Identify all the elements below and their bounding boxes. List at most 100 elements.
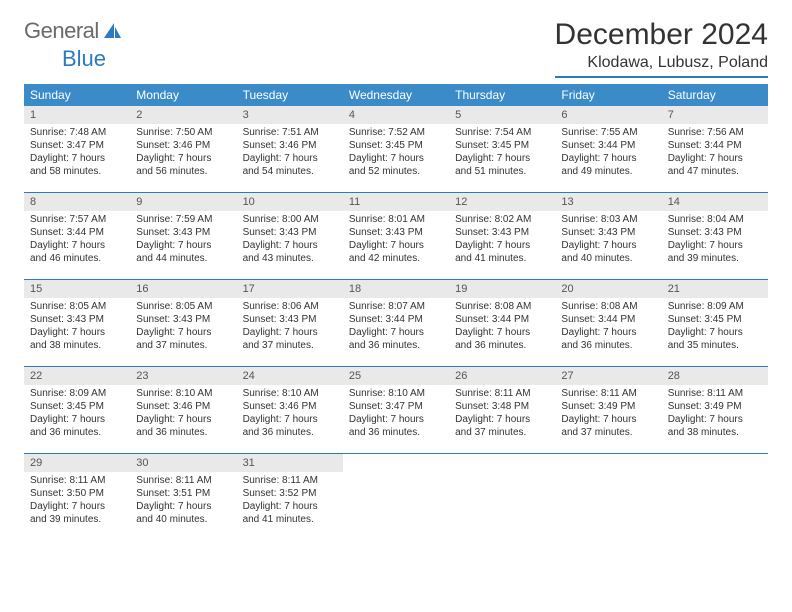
calendar-cell: 6Sunrise: 7:55 AMSunset: 3:44 PMDaylight…: [555, 106, 661, 192]
calendar-cell: 10Sunrise: 8:00 AMSunset: 3:43 PMDayligh…: [237, 193, 343, 279]
sunset-text: Sunset: 3:43 PM: [243, 226, 337, 239]
day-details: Sunrise: 8:10 AMSunset: 3:47 PMDaylight:…: [343, 385, 449, 445]
sunrise-text: Sunrise: 8:05 AM: [30, 300, 124, 313]
calendar-week: 22Sunrise: 8:09 AMSunset: 3:45 PMDayligh…: [24, 367, 768, 454]
sunrise-text: Sunrise: 7:56 AM: [668, 126, 762, 139]
day-details: Sunrise: 8:11 AMSunset: 3:49 PMDaylight:…: [555, 385, 661, 445]
daylight-text: Daylight: 7 hours and 37 minutes.: [243, 326, 337, 352]
sunrise-text: Sunrise: 7:59 AM: [136, 213, 230, 226]
day-details: Sunrise: 8:11 AMSunset: 3:51 PMDaylight:…: [130, 472, 236, 532]
day-number: 2: [130, 106, 236, 124]
sunset-text: Sunset: 3:47 PM: [30, 139, 124, 152]
daylight-text: Daylight: 7 hours and 39 minutes.: [668, 239, 762, 265]
calendar-cell: 7Sunrise: 7:56 AMSunset: 3:44 PMDaylight…: [662, 106, 768, 192]
day-number: 4: [343, 106, 449, 124]
sunset-text: Sunset: 3:46 PM: [243, 139, 337, 152]
daylight-text: Daylight: 7 hours and 46 minutes.: [30, 239, 124, 265]
day-details: Sunrise: 8:08 AMSunset: 3:44 PMDaylight:…: [449, 298, 555, 358]
brand-text-2: Blue: [62, 46, 106, 71]
day-details: Sunrise: 8:11 AMSunset: 3:48 PMDaylight:…: [449, 385, 555, 445]
day-details: Sunrise: 8:07 AMSunset: 3:44 PMDaylight:…: [343, 298, 449, 358]
sunset-text: Sunset: 3:44 PM: [561, 139, 655, 152]
sunrise-text: Sunrise: 8:04 AM: [668, 213, 762, 226]
daylight-text: Daylight: 7 hours and 40 minutes.: [561, 239, 655, 265]
daylight-text: Daylight: 7 hours and 52 minutes.: [349, 152, 443, 178]
day-details: Sunrise: 8:00 AMSunset: 3:43 PMDaylight:…: [237, 211, 343, 271]
calendar-cell: 14Sunrise: 8:04 AMSunset: 3:43 PMDayligh…: [662, 193, 768, 279]
calendar-week: 1Sunrise: 7:48 AMSunset: 3:47 PMDaylight…: [24, 106, 768, 193]
day-number: 3: [237, 106, 343, 124]
daylight-text: Daylight: 7 hours and 36 minutes.: [243, 413, 337, 439]
sunset-text: Sunset: 3:50 PM: [30, 487, 124, 500]
day-details: Sunrise: 8:02 AMSunset: 3:43 PMDaylight:…: [449, 211, 555, 271]
day-header: Saturday: [662, 84, 768, 106]
daylight-text: Daylight: 7 hours and 41 minutes.: [455, 239, 549, 265]
day-details: Sunrise: 7:52 AMSunset: 3:45 PMDaylight:…: [343, 124, 449, 184]
sunset-text: Sunset: 3:45 PM: [668, 313, 762, 326]
day-details: Sunrise: 7:55 AMSunset: 3:44 PMDaylight:…: [555, 124, 661, 184]
sunrise-text: Sunrise: 8:07 AM: [349, 300, 443, 313]
calendar-cell: 13Sunrise: 8:03 AMSunset: 3:43 PMDayligh…: [555, 193, 661, 279]
sunset-text: Sunset: 3:44 PM: [455, 313, 549, 326]
day-details: Sunrise: 8:11 AMSunset: 3:49 PMDaylight:…: [662, 385, 768, 445]
calendar-cell: 26Sunrise: 8:11 AMSunset: 3:48 PMDayligh…: [449, 367, 555, 453]
day-details: Sunrise: 7:57 AMSunset: 3:44 PMDaylight:…: [24, 211, 130, 271]
day-number: 8: [24, 193, 130, 211]
day-details: Sunrise: 8:10 AMSunset: 3:46 PMDaylight:…: [237, 385, 343, 445]
calendar-cell: 19Sunrise: 8:08 AMSunset: 3:44 PMDayligh…: [449, 280, 555, 366]
sunset-text: Sunset: 3:49 PM: [668, 400, 762, 413]
calendar-cell: ..: [662, 454, 768, 540]
daylight-text: Daylight: 7 hours and 35 minutes.: [668, 326, 762, 352]
sunset-text: Sunset: 3:52 PM: [243, 487, 337, 500]
calendar-cell: 20Sunrise: 8:08 AMSunset: 3:44 PMDayligh…: [555, 280, 661, 366]
sunset-text: Sunset: 3:46 PM: [136, 400, 230, 413]
sunrise-text: Sunrise: 7:52 AM: [349, 126, 443, 139]
day-number: 17: [237, 280, 343, 298]
calendar-week: 29Sunrise: 8:11 AMSunset: 3:50 PMDayligh…: [24, 454, 768, 540]
sunrise-text: Sunrise: 8:11 AM: [243, 474, 337, 487]
day-details: Sunrise: 8:08 AMSunset: 3:44 PMDaylight:…: [555, 298, 661, 358]
daylight-text: Daylight: 7 hours and 37 minutes.: [455, 413, 549, 439]
day-number: 14: [662, 193, 768, 211]
calendar-cell: 30Sunrise: 8:11 AMSunset: 3:51 PMDayligh…: [130, 454, 236, 540]
daylight-text: Daylight: 7 hours and 51 minutes.: [455, 152, 549, 178]
calendar-cell: ..: [449, 454, 555, 540]
day-number: 22: [24, 367, 130, 385]
day-details: Sunrise: 8:09 AMSunset: 3:45 PMDaylight:…: [24, 385, 130, 445]
sunset-text: Sunset: 3:43 PM: [561, 226, 655, 239]
calendar-cell: 11Sunrise: 8:01 AMSunset: 3:43 PMDayligh…: [343, 193, 449, 279]
calendar-week: 8Sunrise: 7:57 AMSunset: 3:44 PMDaylight…: [24, 193, 768, 280]
sunrise-text: Sunrise: 8:10 AM: [243, 387, 337, 400]
sunrise-text: Sunrise: 7:54 AM: [455, 126, 549, 139]
day-number: 13: [555, 193, 661, 211]
sunset-text: Sunset: 3:45 PM: [455, 139, 549, 152]
day-number: 10: [237, 193, 343, 211]
daylight-text: Daylight: 7 hours and 44 minutes.: [136, 239, 230, 265]
calendar-cell: 31Sunrise: 8:11 AMSunset: 3:52 PMDayligh…: [237, 454, 343, 540]
day-details: Sunrise: 7:48 AMSunset: 3:47 PMDaylight:…: [24, 124, 130, 184]
sunrise-text: Sunrise: 8:11 AM: [136, 474, 230, 487]
daylight-text: Daylight: 7 hours and 42 minutes.: [349, 239, 443, 265]
day-header: Friday: [555, 84, 661, 106]
calendar-cell: ..: [555, 454, 661, 540]
sunset-text: Sunset: 3:43 PM: [136, 226, 230, 239]
sunrise-text: Sunrise: 8:10 AM: [349, 387, 443, 400]
sunset-text: Sunset: 3:43 PM: [243, 313, 337, 326]
sunrise-text: Sunrise: 8:06 AM: [243, 300, 337, 313]
sunset-text: Sunset: 3:45 PM: [30, 400, 124, 413]
sunset-text: Sunset: 3:43 PM: [349, 226, 443, 239]
day-details: Sunrise: 8:01 AMSunset: 3:43 PMDaylight:…: [343, 211, 449, 271]
sunrise-text: Sunrise: 8:09 AM: [30, 387, 124, 400]
day-number: 23: [130, 367, 236, 385]
sunrise-text: Sunrise: 7:57 AM: [30, 213, 124, 226]
sail-icon: [102, 21, 122, 41]
sunrise-text: Sunrise: 7:48 AM: [30, 126, 124, 139]
day-header: Tuesday: [237, 84, 343, 106]
sunset-text: Sunset: 3:43 PM: [455, 226, 549, 239]
daylight-text: Daylight: 7 hours and 54 minutes.: [243, 152, 337, 178]
daylight-text: Daylight: 7 hours and 36 minutes.: [561, 326, 655, 352]
calendar-cell: 5Sunrise: 7:54 AMSunset: 3:45 PMDaylight…: [449, 106, 555, 192]
day-number: 6: [555, 106, 661, 124]
sunrise-text: Sunrise: 8:08 AM: [561, 300, 655, 313]
day-details: Sunrise: 8:10 AMSunset: 3:46 PMDaylight:…: [130, 385, 236, 445]
